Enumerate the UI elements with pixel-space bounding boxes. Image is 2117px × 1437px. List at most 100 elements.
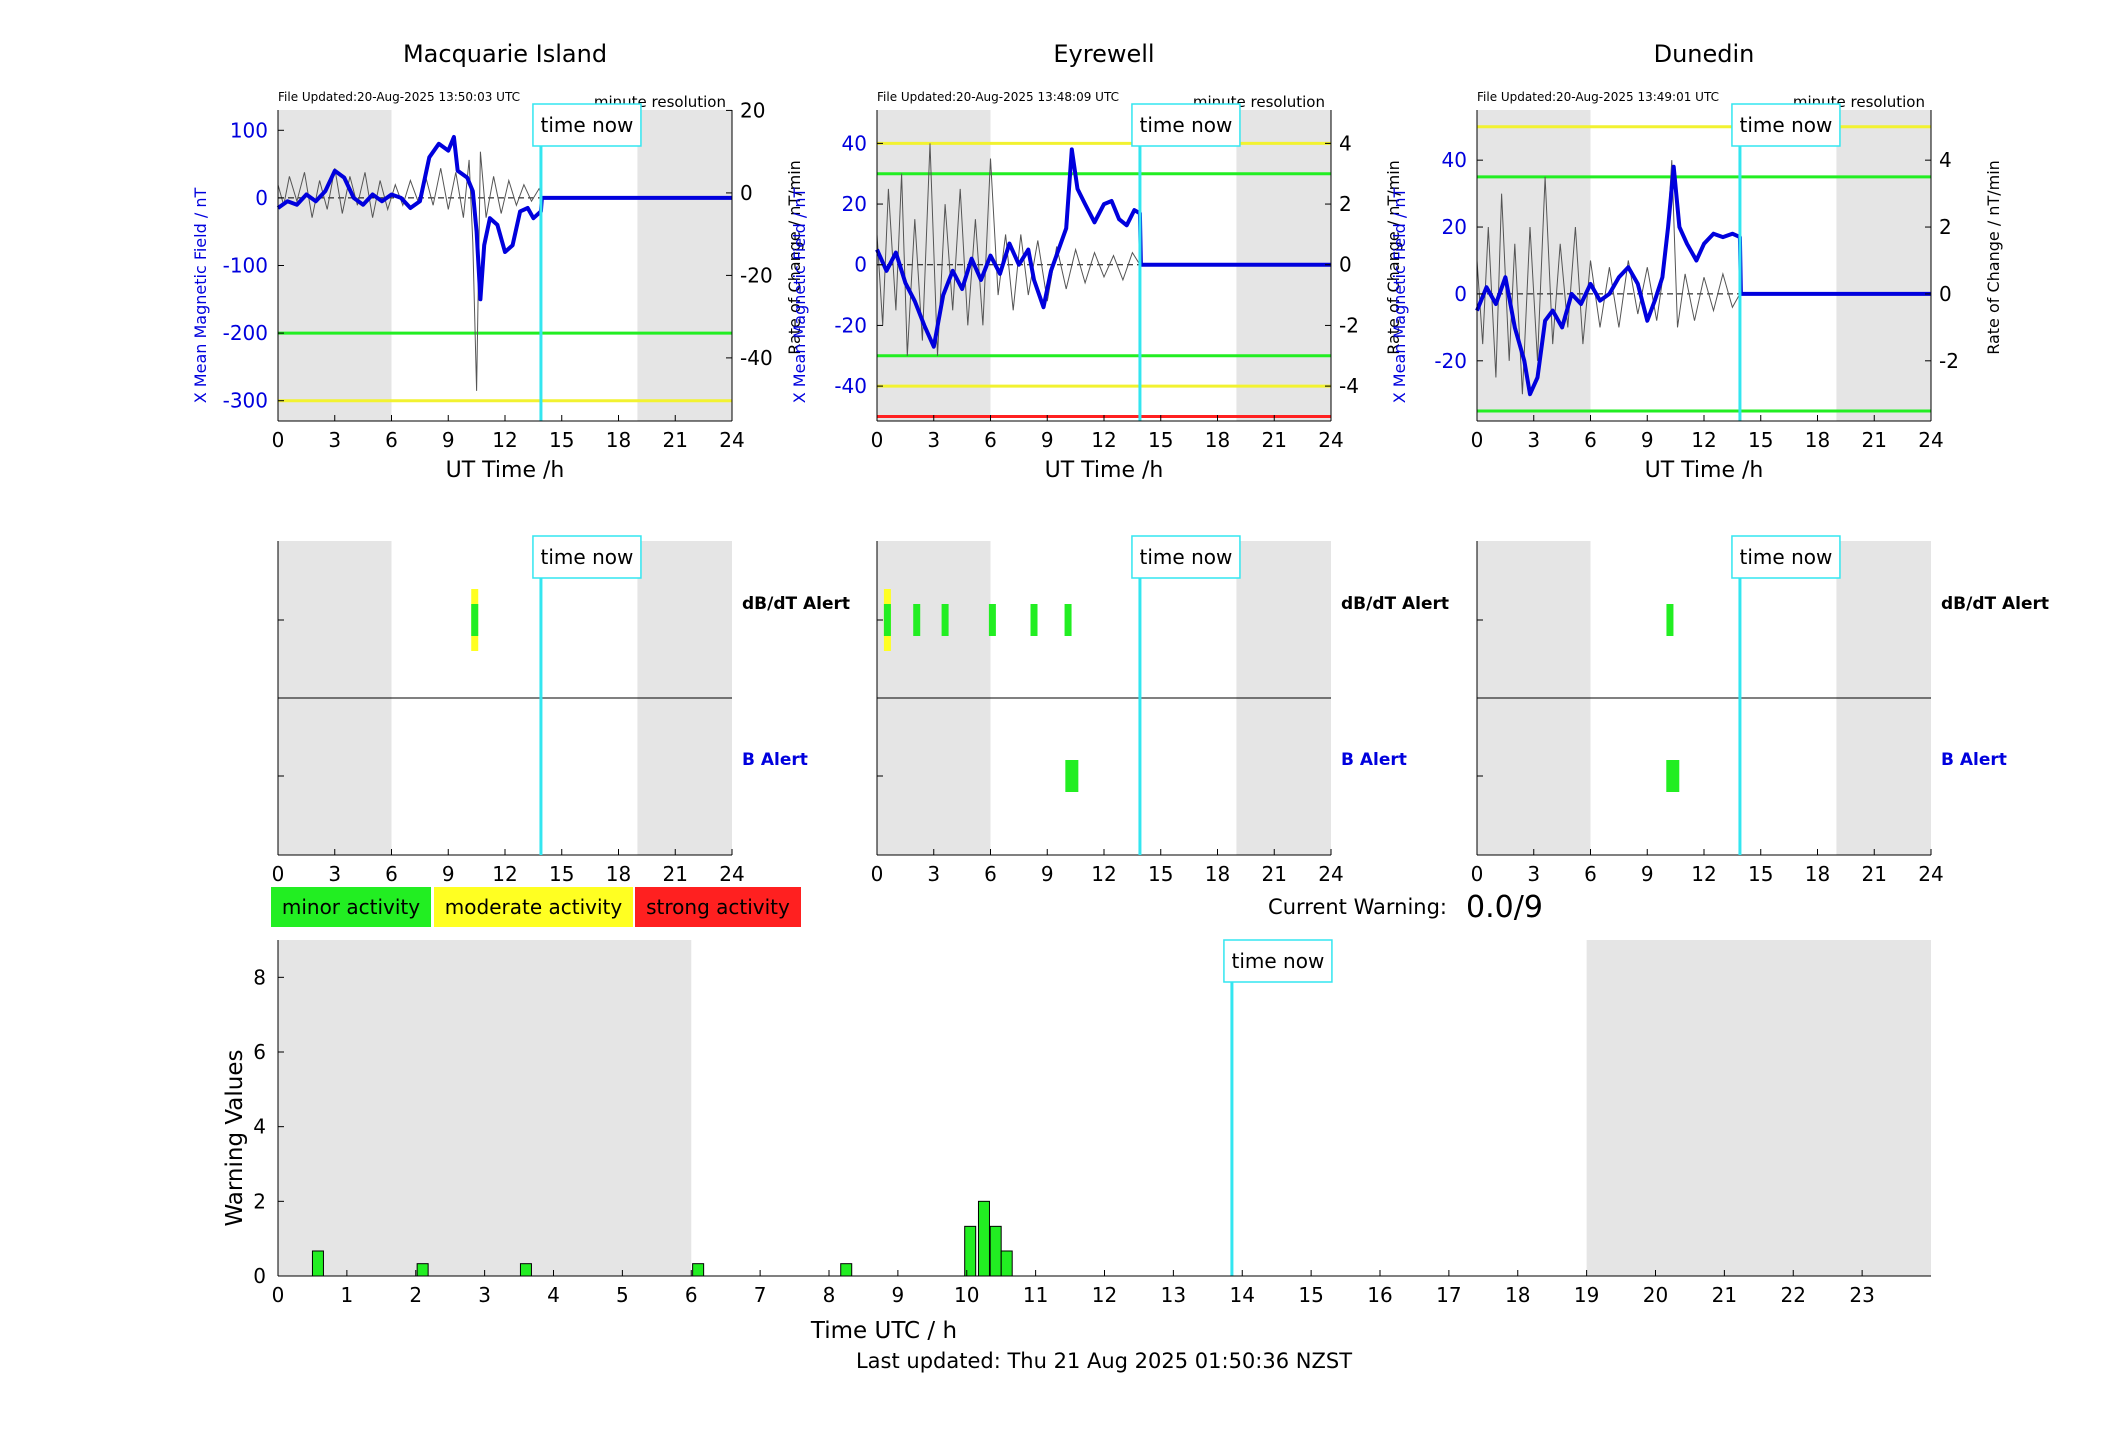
y-axis-label: Warning Values	[222, 1049, 248, 1226]
x-tick-label: 21	[663, 428, 688, 452]
left-tick-label: 0	[255, 186, 268, 210]
right-tick-label: 4	[1939, 148, 1952, 172]
alert-panel-0: time now dB/dT Alert B Alert 0 3 6 9 12 15 18 21 24	[272, 535, 850, 886]
dbdt-alert-mark-inner	[883, 604, 891, 636]
y-tick-label: 0	[253, 1264, 266, 1288]
station-title: Dunedin	[1654, 40, 1755, 68]
x-tick-label: 18	[1805, 428, 1830, 452]
x-axis-label: UT Time /h	[1645, 458, 1764, 483]
dbdt-alert-title: dB/dT Alert	[1341, 594, 1449, 614]
y-tick-label: 4	[253, 1115, 266, 1139]
x-tick-label: 0	[1471, 428, 1484, 452]
x-tick-label: 19	[1574, 1283, 1599, 1307]
x-tick-label: 0	[871, 862, 884, 886]
x-tick-label: 8	[823, 1283, 836, 1307]
left-tick-label: -300	[223, 389, 268, 413]
b-alert-title: B Alert	[742, 750, 808, 770]
x-tick-label: 6	[385, 428, 398, 452]
x-tick-label: 0	[272, 1283, 285, 1307]
x-tick-label: 21	[1862, 428, 1887, 452]
last-updated-text: Last updated: Thu 21 Aug 2025 01:50:36 N…	[856, 1349, 1352, 1373]
left-tick-label: 20	[1442, 215, 1467, 239]
x-tick-label: 1	[341, 1283, 354, 1307]
activity-legend: minor activity moderate activity strong ac…	[271, 887, 801, 927]
x-tick-label: 10	[954, 1283, 979, 1307]
x-tick-label: 18	[1805, 862, 1830, 886]
x-tick-label: 6	[685, 1283, 698, 1307]
dbdt-alert-title: dB/dT Alert	[742, 594, 850, 614]
right-tick-label: 2	[1339, 192, 1352, 216]
x-tick-label: 9	[1041, 862, 1054, 886]
x-tick-label: 6	[385, 862, 398, 886]
x-tick-label: 21	[1262, 862, 1287, 886]
alert-panel-2: time now dB/dT Alert B Alert 0 3 6 9 12 15 18 21 24	[1471, 535, 2049, 886]
warning-bar	[311, 1250, 324, 1277]
warning-bar	[1000, 1250, 1013, 1277]
time-now-label: time now	[1740, 113, 1833, 137]
x-tick-label: 18	[1505, 1283, 1530, 1307]
y-axis-label-right: Rate of Change / nT/min	[785, 160, 804, 355]
left-tick-label: 40	[842, 131, 867, 155]
night-shade	[1836, 110, 1931, 421]
left-tick-label: -200	[223, 321, 268, 345]
left-tick-label: -100	[223, 254, 268, 278]
time-now-box	[1731, 103, 1841, 147]
x-tick-label: 23	[1849, 1283, 1874, 1307]
x-tick-label: 9	[1641, 428, 1654, 452]
legend-swatch-strong	[635, 887, 801, 927]
x-tick-label: 6	[984, 862, 997, 886]
x-tick-label: 12	[1691, 862, 1716, 886]
legend-swatch-moderate	[434, 887, 633, 927]
file-updated-text: File Updated:20-Aug-2025 13:50:03 UTC	[278, 90, 520, 104]
x-tick-label: 13	[1161, 1283, 1186, 1307]
x-tick-label: 3	[328, 428, 341, 452]
x-tick-label: 3	[927, 862, 940, 886]
right-tick-label: 0	[1339, 253, 1352, 277]
x-tick-label: 0	[871, 428, 884, 452]
x-tick-label: 0	[1471, 862, 1484, 886]
x-tick-label: 14	[1230, 1283, 1255, 1307]
x-tick-label: 3	[1527, 428, 1540, 452]
right-tick-label: -4	[1339, 374, 1359, 398]
x-tick-label: 21	[1862, 862, 1887, 886]
station-0: Macquarie Island 100 0 -100 -200 -300 20 0 -20 -4…	[191, 40, 804, 483]
time-now-label: time now	[1740, 545, 1833, 569]
x-axis-label: UT Time /h	[1045, 458, 1164, 483]
dbdt-alert-mark	[941, 604, 949, 636]
x-tick-label: 0	[272, 862, 285, 886]
x-tick-label: 15	[1148, 862, 1173, 886]
field-series	[875, 147, 1331, 349]
legend-swatch-minor	[271, 887, 431, 927]
left-tick-label: -40	[834, 374, 867, 398]
night-shade	[278, 940, 692, 1276]
x-tick-label: 15	[1148, 428, 1173, 452]
x-tick-label: 24	[1318, 862, 1343, 886]
x-tick-label: 4	[547, 1283, 560, 1307]
left-tick-label: -20	[1434, 349, 1467, 373]
x-axis-label: Time UTC / h	[810, 1318, 957, 1344]
legend-label-moderate: moderate activity	[445, 895, 623, 919]
x-tick-label: 21	[663, 862, 688, 886]
x-tick-label: 12	[492, 428, 517, 452]
x-tick-label: 3	[1527, 862, 1540, 886]
x-tick-label: 6	[1584, 862, 1597, 886]
station-title: Eyrewell	[1053, 40, 1154, 68]
x-tick-label: 15	[549, 428, 574, 452]
dbdt-alert-title: dB/dT Alert	[1941, 594, 2049, 614]
x-axis-label: UT Time /h	[446, 458, 565, 483]
x-tick-label: 24	[1918, 428, 1943, 452]
right-tick-label: 4	[1339, 131, 1352, 155]
x-tick-label: 2	[409, 1283, 422, 1307]
time-now-box	[532, 535, 642, 579]
b-alert-title: B Alert	[1341, 750, 1407, 770]
file-updated-text: File Updated:20-Aug-2025 13:49:01 UTC	[1477, 90, 1719, 104]
warning-bar	[989, 1225, 1002, 1277]
left-tick-label: -20	[834, 313, 867, 337]
left-tick-label: 40	[1442, 148, 1467, 172]
right-tick-label: 20	[740, 98, 765, 122]
time-now-label: time now	[541, 113, 634, 137]
right-tick-label: 2	[1939, 215, 1952, 239]
time-now-label: time now	[1140, 545, 1233, 569]
right-tick-label: -2	[1339, 313, 1359, 337]
